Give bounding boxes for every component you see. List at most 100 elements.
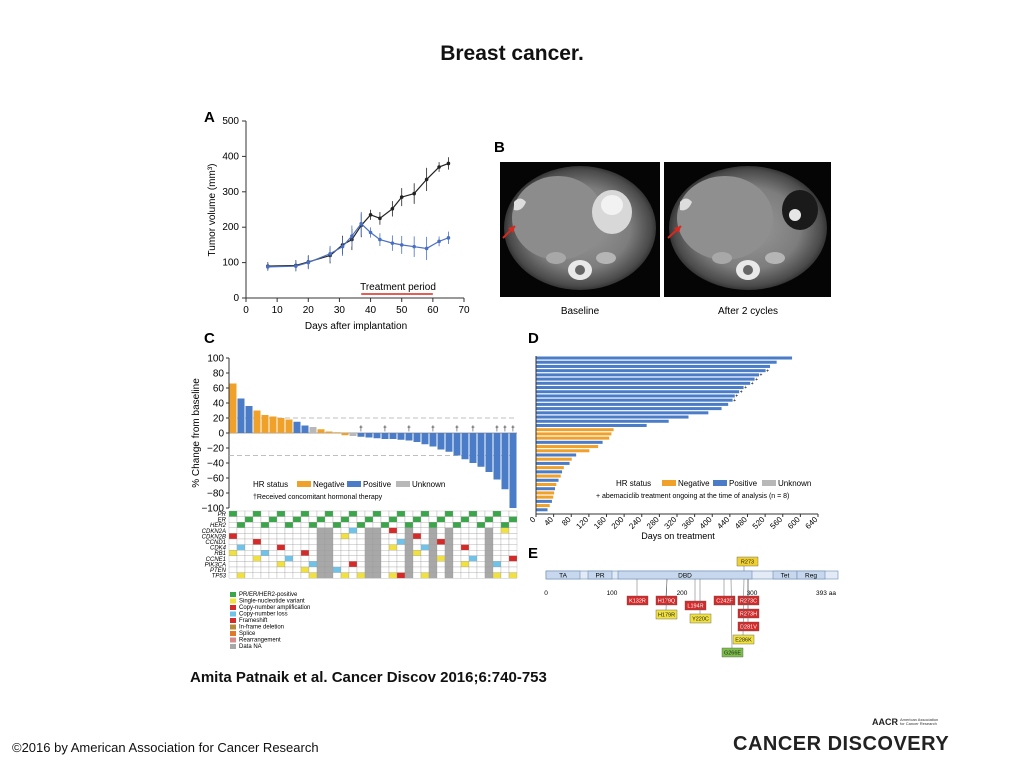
heatmap-cell bbox=[300, 516, 310, 523]
heatmap-cell bbox=[260, 550, 270, 556]
panel-c-y-tick-label: −100 bbox=[201, 504, 224, 515]
panel-d-bar bbox=[536, 419, 669, 423]
heatmap-cell bbox=[244, 555, 254, 562]
panel-d-bar bbox=[536, 461, 570, 465]
heatmap-cell bbox=[276, 527, 286, 534]
panel-d-ongoing-mark: + bbox=[766, 368, 769, 374]
heatmap-cell bbox=[372, 544, 382, 551]
heatmap-row-label: RB1 bbox=[214, 551, 226, 557]
heatmap-cell bbox=[364, 561, 374, 568]
heatmap-cell bbox=[444, 538, 454, 545]
panel-d-bar bbox=[536, 390, 740, 394]
heatmap-cell bbox=[404, 538, 414, 545]
heatmap-cell bbox=[236, 561, 246, 568]
heatmap-cell bbox=[292, 572, 302, 579]
heatmap-cell bbox=[324, 572, 334, 579]
panel-a-x-tick-label: 40 bbox=[365, 305, 377, 316]
heatmap-cell bbox=[356, 527, 366, 534]
heatmap-cell bbox=[348, 527, 358, 534]
heatmap-cell bbox=[356, 522, 366, 528]
mutation-connector bbox=[730, 578, 733, 649]
heatmap-cell bbox=[500, 527, 510, 534]
heatmap-cell bbox=[436, 510, 446, 517]
heatmap-legend-label: Splice bbox=[239, 631, 256, 637]
panel-c-dagger-mark: † bbox=[503, 426, 507, 433]
heatmap-cell bbox=[340, 538, 350, 545]
heatmap-cell bbox=[484, 527, 494, 534]
heatmap-cell bbox=[356, 561, 366, 568]
heatmap-cell bbox=[300, 572, 310, 579]
heatmap-cell bbox=[412, 555, 422, 562]
heatmap-cell bbox=[452, 566, 462, 573]
panel-d-legend-unknown: Unknown bbox=[778, 479, 811, 488]
heatmap-row-label: CDKN2B bbox=[202, 534, 226, 540]
heatmap-cell bbox=[276, 561, 286, 568]
heatmap-cell bbox=[380, 522, 390, 528]
heatmap-cell bbox=[460, 538, 470, 545]
panel-d-bar bbox=[536, 373, 760, 377]
heatmap-cell bbox=[484, 516, 494, 523]
panel-d-bar bbox=[536, 499, 552, 503]
heatmap-cell bbox=[420, 510, 430, 517]
heatmap-cell bbox=[412, 561, 422, 568]
heatmap-cell bbox=[260, 516, 270, 523]
heatmap-cell bbox=[388, 572, 398, 579]
panel-d-bar bbox=[536, 369, 766, 373]
heatmap-cell bbox=[332, 522, 342, 528]
heatmap-cell bbox=[252, 572, 262, 579]
panel-d-x-tick-label: 0 bbox=[528, 515, 538, 525]
heatmap-cell bbox=[364, 522, 374, 528]
panel-d-x-tick-label: 400 bbox=[698, 515, 714, 531]
panel-c-bar bbox=[493, 433, 501, 480]
panel-c-dagger-mark: † bbox=[431, 426, 435, 433]
panel-c-bar bbox=[245, 406, 253, 433]
heatmap-cell bbox=[260, 561, 270, 568]
panel-d-bar bbox=[536, 356, 793, 360]
panel-c-bar bbox=[461, 433, 469, 460]
protein-domain-label: PR bbox=[595, 573, 604, 580]
aacr-logo: AACR American Association for Cancer Rese… bbox=[872, 713, 942, 731]
heatmap-cell bbox=[308, 555, 318, 562]
heatmap-cell bbox=[316, 516, 326, 523]
heatmap-cell bbox=[348, 550, 358, 556]
heatmap-cell bbox=[364, 510, 374, 517]
heatmap-cell bbox=[428, 538, 438, 545]
heatmap-cell bbox=[324, 561, 334, 568]
panel-c-dagger-mark: † bbox=[495, 426, 499, 433]
panel-a-treatment-label: Treatment period bbox=[360, 282, 436, 293]
heatmap-row-label: PR bbox=[218, 512, 227, 518]
heatmap-cell bbox=[412, 538, 422, 545]
heatmap-cell bbox=[356, 510, 366, 517]
heatmap-cell bbox=[452, 510, 462, 517]
panel-c-y-tick-label: 100 bbox=[207, 354, 224, 365]
panel-c-legend-positive: Positive bbox=[363, 480, 392, 489]
panel-label-c: C bbox=[204, 330, 215, 347]
panel-c-bar bbox=[405, 433, 413, 441]
panel-d-bar bbox=[536, 411, 709, 415]
panel-d-x-tick-label: 320 bbox=[663, 515, 679, 531]
heatmap-cell bbox=[244, 510, 254, 517]
panel-d-bar bbox=[536, 423, 647, 427]
heatmap-cell bbox=[396, 522, 406, 528]
heatmap-cell bbox=[460, 516, 470, 523]
heatmap-cell bbox=[268, 555, 278, 562]
panel-a-x-tick-label: 10 bbox=[272, 305, 284, 316]
heatmap-cell bbox=[340, 522, 350, 528]
panel-d-bar bbox=[536, 453, 577, 457]
heatmap-cell bbox=[404, 527, 414, 534]
panel-a-data-point bbox=[378, 216, 382, 221]
panel-a-series-line-1 bbox=[267, 162, 449, 267]
mutation-box bbox=[736, 556, 759, 567]
heatmap-cell bbox=[324, 538, 334, 545]
panel-d-ongoing-mark: + bbox=[755, 377, 758, 383]
heatmap-cell bbox=[276, 550, 286, 556]
heatmap-cell bbox=[452, 550, 462, 556]
panel-d-ongoing-mark: + bbox=[751, 381, 754, 387]
heatmap-cell bbox=[412, 510, 422, 517]
heatmap-cell bbox=[268, 572, 278, 579]
heatmap-legend-label: In-frame deletion bbox=[239, 625, 284, 631]
heatmap-cell bbox=[460, 561, 470, 568]
heatmap-legend-swatch bbox=[230, 624, 236, 630]
heatmap-cell bbox=[332, 527, 342, 534]
